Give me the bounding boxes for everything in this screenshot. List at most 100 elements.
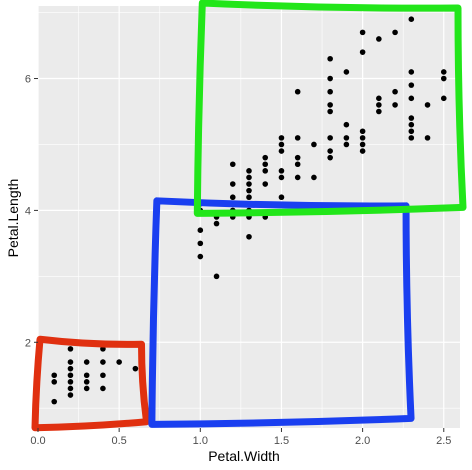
data-point	[294, 174, 301, 181]
data-point	[376, 95, 382, 102]
data-point	[408, 95, 415, 102]
data-point	[67, 385, 74, 392]
data-point	[67, 359, 74, 365]
data-point	[392, 102, 398, 108]
y-axis-title: Petal.Length	[5, 179, 21, 258]
data-point	[343, 135, 350, 141]
data-point	[343, 141, 350, 148]
data-point	[229, 194, 236, 201]
data-point	[440, 95, 447, 102]
data-point	[246, 187, 252, 194]
data-point	[327, 108, 333, 115]
data-point	[83, 385, 90, 392]
data-point	[343, 121, 350, 128]
y-tick-label: 6	[25, 74, 31, 86]
data-point	[408, 135, 415, 141]
data-point	[327, 154, 333, 161]
data-point	[262, 168, 269, 174]
data-point	[408, 115, 415, 121]
data-point	[262, 154, 269, 161]
data-point	[294, 88, 301, 95]
x-tick-label: 0.0	[30, 435, 45, 447]
data-point	[327, 102, 333, 108]
data-point	[51, 372, 58, 379]
data-point	[294, 135, 301, 141]
y-tick-label: 4	[25, 205, 31, 217]
data-point	[278, 141, 285, 148]
data-point	[343, 69, 350, 75]
data-point	[408, 82, 415, 88]
annotation-boxes	[31, 0, 467, 432]
data-point	[197, 227, 204, 233]
data-point	[392, 29, 398, 36]
data-point	[229, 181, 236, 187]
annotation-box-0	[31, 335, 150, 432]
data-point	[213, 273, 220, 280]
data-point	[359, 141, 366, 148]
data-point	[424, 135, 431, 141]
data-point	[327, 148, 333, 154]
data-point	[327, 88, 333, 95]
data-point	[327, 55, 333, 62]
x-tick-label: 1.0	[193, 435, 208, 447]
data-point	[100, 372, 106, 379]
data-point	[408, 128, 415, 135]
data-point	[67, 365, 74, 372]
x-tick-label: 2.0	[355, 435, 370, 447]
data-point	[116, 359, 122, 365]
y-tick-label: 2	[25, 337, 31, 349]
data-point	[83, 359, 90, 365]
annotation-box-1	[148, 197, 415, 428]
annotation-box-2	[193, 0, 467, 217]
data-point	[311, 174, 317, 181]
data-point	[246, 168, 252, 174]
data-point	[359, 49, 366, 55]
x-tick-label: 2.5	[436, 435, 451, 447]
data-point	[246, 181, 252, 187]
data-point	[278, 148, 285, 154]
data-point	[67, 346, 74, 352]
data-point	[213, 220, 220, 227]
data-point	[359, 135, 366, 141]
data-point	[311, 141, 317, 148]
data-point	[278, 168, 285, 174]
data-points	[51, 16, 447, 405]
data-point	[408, 16, 415, 22]
data-point	[440, 69, 447, 75]
data-point	[246, 194, 252, 201]
data-point	[408, 69, 415, 75]
data-point	[67, 379, 74, 385]
data-point	[229, 161, 236, 168]
data-point	[197, 240, 204, 247]
data-point	[278, 174, 285, 181]
data-point	[424, 102, 431, 108]
data-point	[294, 161, 301, 168]
data-point	[100, 359, 106, 365]
data-point	[278, 194, 285, 201]
data-point	[359, 148, 366, 154]
data-point	[100, 385, 106, 392]
data-point	[132, 365, 139, 372]
data-point	[278, 135, 285, 141]
data-point	[83, 372, 90, 379]
data-point	[262, 161, 269, 168]
data-point	[440, 75, 447, 82]
data-point	[197, 253, 204, 260]
data-point	[246, 174, 252, 181]
data-point	[67, 372, 74, 379]
data-point	[67, 392, 74, 398]
data-point	[83, 379, 90, 385]
data-point	[408, 121, 415, 128]
data-point	[376, 102, 382, 108]
x-tick-label: 1.5	[274, 435, 289, 447]
data-point	[327, 75, 333, 82]
data-point	[246, 233, 252, 240]
data-point	[51, 379, 58, 385]
x-axis-title: Petal.Width	[208, 448, 280, 464]
x-tick-label: 0.5	[112, 435, 127, 447]
data-point	[359, 29, 366, 36]
data-point	[262, 181, 269, 187]
data-point	[327, 135, 333, 141]
y-axis-ticks: 2 4 6	[25, 74, 38, 349]
